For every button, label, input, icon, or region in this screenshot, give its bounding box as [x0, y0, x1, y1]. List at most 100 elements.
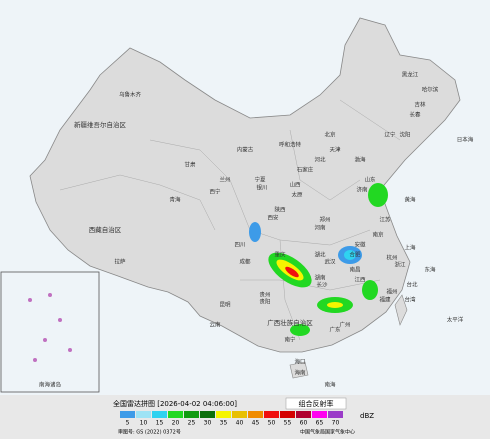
map-label: 石家庄 [297, 166, 314, 174]
legend-swatch [216, 411, 231, 418]
map-label: 兰州 [219, 176, 230, 184]
map-label: 广东 [329, 326, 341, 334]
legend-swatch [136, 411, 151, 418]
inset-frame [0, 271, 100, 393]
map-label: 呼和浩特 [279, 141, 302, 149]
taiwan [394, 294, 408, 326]
map-label: 南京 [372, 231, 384, 239]
product-box [285, 397, 347, 410]
map-label: 四川 [234, 242, 245, 249]
radar-echoes [249, 183, 388, 336]
map-label: 宁夏 [254, 176, 266, 184]
map-label: 新疆维吾尔自治区 [74, 120, 127, 129]
legend-unit: dBZ [360, 412, 374, 420]
map-label: 浙江 [394, 261, 406, 269]
legend-tick-label: 20 [172, 420, 180, 427]
map-label: 云南 [209, 321, 221, 329]
map-label: 吉林 [414, 101, 426, 109]
approval-number: 审图号: GS (2022) 0372号 [118, 429, 181, 436]
map-label: 西藏自治区 [89, 225, 122, 234]
map-label: 湖北 [314, 251, 326, 259]
hainan [289, 361, 309, 379]
legend-tick-label: 5 [126, 420, 130, 427]
legend-tick-label: 65 [316, 420, 324, 427]
map-label: 成都 [239, 258, 251, 266]
map-label: 河北 [314, 156, 326, 164]
legend-tick-label: 35 [220, 420, 228, 427]
map-label: 西宁 [209, 188, 221, 196]
legend-tick-label: 25 [188, 420, 196, 427]
product-name: 组合反射率 [299, 399, 334, 408]
legend-swatch [200, 411, 215, 418]
map-label: 安徽 [354, 241, 366, 249]
map-label: 湖南 [314, 274, 326, 282]
map-label: 甘肃 [184, 161, 196, 169]
map-label: 郑州 [319, 216, 330, 224]
legend-swatch [328, 411, 343, 418]
map-label: 贵州 [259, 291, 270, 299]
map-label: 哈尔滨 [422, 86, 439, 94]
map-label: 合肥 [349, 251, 361, 259]
map-label: 乌鲁木齐 [119, 91, 142, 99]
map-label: 太平洋 [447, 316, 464, 324]
map-label: 南海诸岛 [39, 381, 62, 389]
map-label: 内蒙古 [237, 146, 254, 154]
legend-tick-label: 30 [204, 420, 212, 427]
legend-swatch [296, 411, 311, 418]
map-label: 福建 [379, 296, 391, 304]
legend-swatch [168, 411, 183, 418]
legend-tick-label: 10 [140, 420, 148, 427]
map-label: 北京 [324, 131, 336, 139]
legend-tick-label: 15 [156, 420, 164, 427]
legend-swatch [232, 411, 247, 418]
legend-swatch [184, 411, 199, 418]
map-title: 全国雷达拼图 [2026-04-02 04:06:00] [113, 399, 237, 408]
map-label: 长沙 [316, 281, 328, 289]
legend-tick-label: 40 [236, 420, 244, 427]
legend-swatch [280, 411, 295, 418]
map-label: 南昌 [349, 266, 360, 274]
map-label: 杭州 [386, 254, 397, 262]
map-label: 济南 [356, 186, 368, 194]
legend-tick-label: 70 [332, 420, 340, 427]
map-label: 海口 [294, 358, 305, 366]
map-label: 广州 [339, 321, 350, 329]
map-label: 辽宁 [384, 131, 396, 139]
china-outline [29, 17, 461, 353]
map-label: 长春 [409, 111, 421, 119]
map-label: 广西壮族自治区 [267, 318, 313, 327]
legend-tick-label: 50 [268, 420, 276, 427]
map-label: 山西 [289, 181, 301, 189]
source: 中国气象局国家气象中心 [300, 429, 355, 436]
map-label: 山东 [364, 176, 376, 184]
legend-swatch [312, 411, 327, 418]
map-label: 太原 [291, 191, 303, 199]
map-label: 海南 [294, 369, 306, 377]
map-label: 天津 [329, 147, 341, 154]
map-label: 重庆 [274, 251, 286, 259]
map-label: 台北 [406, 281, 418, 289]
map-label: 昆明 [219, 302, 231, 309]
map-label: 武汉 [324, 258, 336, 266]
map-label: 青海 [169, 196, 181, 204]
map-label: 台湾 [404, 296, 416, 304]
map-label: 渤海 [354, 156, 366, 164]
map-label: 东海 [424, 266, 436, 274]
legend-swatch [152, 411, 167, 418]
map-label: 江西 [354, 277, 366, 284]
inset-islands [28, 293, 72, 362]
map-label: 银川 [256, 184, 267, 192]
legend-swatch [248, 411, 263, 418]
map-label: 黄海 [404, 196, 416, 204]
legend-tick-label: 60 [300, 420, 308, 427]
map-label: 福州 [386, 288, 397, 296]
map-label: 南海 [324, 381, 336, 389]
map-label: 黑龙江 [402, 71, 419, 79]
map-label: 江苏 [379, 216, 391, 224]
map-label: 日本海 [457, 136, 474, 144]
map-label: 拉萨 [114, 258, 126, 266]
legend-tick-label: 55 [284, 420, 292, 427]
legend-swatch [264, 411, 279, 418]
map-label: 南宁 [284, 336, 296, 344]
